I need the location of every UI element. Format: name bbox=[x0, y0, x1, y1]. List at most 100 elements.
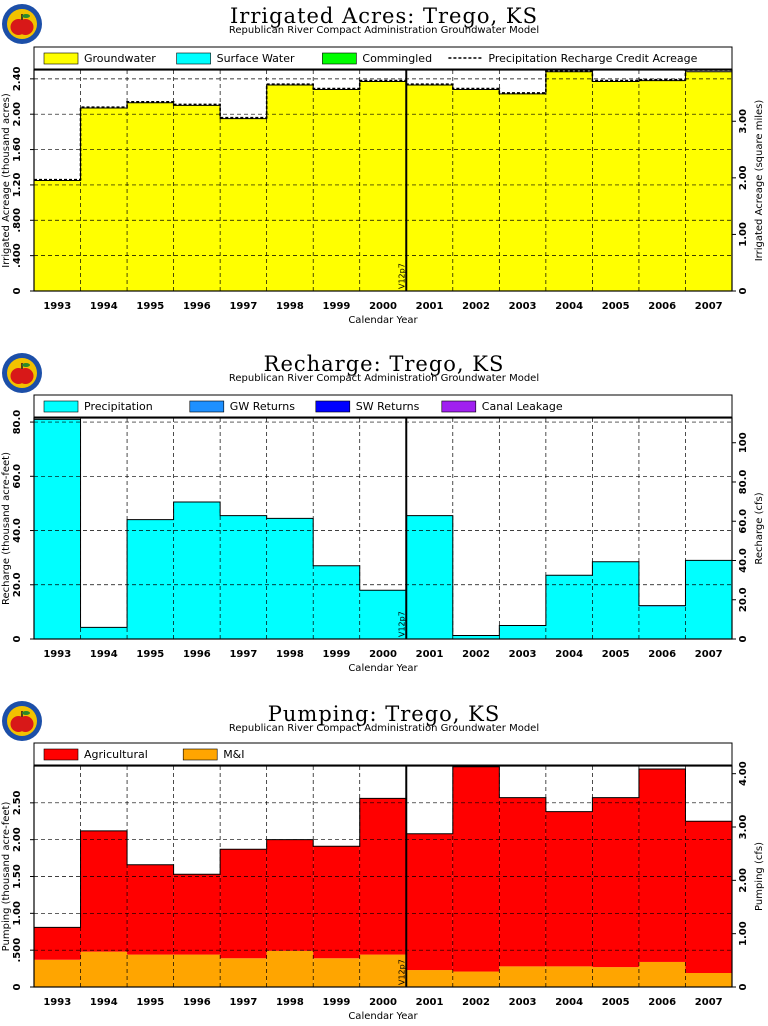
apple-logo-icon bbox=[2, 4, 42, 44]
bar-precipitation bbox=[638, 606, 686, 639]
x-tick-label: 2005 bbox=[602, 997, 630, 1008]
y-tick-label: 1.00 bbox=[12, 901, 23, 926]
bar-groundwater bbox=[685, 71, 732, 291]
x-tick-label: 2002 bbox=[462, 301, 490, 312]
pumping-chart: Agricultural M&I V12p7 0 .500 1.00 1.50 2.00 2.5… bbox=[1, 742, 765, 1022]
y-tick-label: 60.0 bbox=[12, 464, 23, 489]
y-tick-label: 80.0 bbox=[12, 410, 23, 435]
legend-label: Agricultural bbox=[84, 748, 148, 761]
x-tick-label: 2001 bbox=[416, 649, 444, 660]
recharge-panel: Recharge: Trego, KS Republican River Com… bbox=[0, 348, 768, 678]
legend-label: Canal Leakage bbox=[482, 400, 563, 413]
logo-leaf bbox=[22, 711, 30, 715]
legend-swatch bbox=[441, 400, 477, 413]
x-tick-label: 1993 bbox=[43, 997, 71, 1008]
bar-agricultural bbox=[220, 849, 267, 959]
x-tick-label: 2003 bbox=[509, 997, 537, 1008]
logo-stem bbox=[21, 711, 23, 717]
bar-m-i bbox=[545, 966, 593, 987]
y-tick-label: 20.0 bbox=[12, 572, 23, 597]
bar-groundwater bbox=[34, 180, 81, 291]
legend-swatch bbox=[182, 748, 218, 761]
logo-apple-right bbox=[17, 19, 34, 35]
bar-agricultural bbox=[127, 864, 174, 955]
y-tick-label: .500 bbox=[12, 938, 23, 963]
legend-label: SW Returns bbox=[356, 400, 420, 413]
bar-groundwater bbox=[638, 80, 686, 291]
chart-subtitle: Republican River Compact Administration … bbox=[228, 373, 540, 384]
bar-agricultural bbox=[80, 830, 128, 952]
plot-frame bbox=[33, 417, 733, 640]
x-tick-label: 2000 bbox=[369, 301, 397, 312]
bar-precipitation bbox=[359, 590, 407, 639]
y2-tick-label: 3.00 bbox=[738, 109, 749, 134]
bar-groundwater bbox=[592, 81, 639, 291]
x-tick-label: 1993 bbox=[43, 649, 71, 660]
chart-title: Irrigated Acres: Trego, KS bbox=[230, 4, 538, 28]
bar-m-i bbox=[80, 951, 128, 987]
x-tick-label: 2004 bbox=[555, 301, 583, 312]
series-outline bbox=[33, 71, 733, 291]
y-tick-label: 0 bbox=[12, 287, 23, 294]
y2-tick-label: 20.0 bbox=[738, 587, 749, 612]
y-tick-label: 1.60 bbox=[12, 137, 23, 162]
legend-label: Precipitation bbox=[84, 400, 153, 413]
model-version-label: V12p7 bbox=[397, 611, 406, 637]
legend-label: Surface Water bbox=[217, 52, 295, 65]
x-tick-label: 1999 bbox=[323, 301, 351, 312]
bar-groundwater bbox=[266, 85, 314, 291]
y2-tick-label: 1.00 bbox=[738, 921, 749, 946]
y2-axis-title: Recharge (cfs) bbox=[754, 492, 765, 564]
y-tick-label: 2.00 bbox=[12, 102, 23, 127]
x-tick-label: 2007 bbox=[695, 997, 723, 1008]
y-tick-label: 2.40 bbox=[12, 66, 23, 91]
bar-precipitation bbox=[173, 502, 221, 639]
x-tick-label: 1996 bbox=[183, 649, 211, 660]
bar-agricultural bbox=[499, 797, 546, 967]
chart-title: Pumping: Trego, KS bbox=[267, 702, 501, 726]
x-tick-label: 2000 bbox=[369, 997, 397, 1008]
y2-tick-label: 0 bbox=[738, 287, 749, 294]
bar-agricultural bbox=[545, 811, 593, 967]
bar-m-i bbox=[359, 954, 407, 987]
y-tick-label: .400 bbox=[12, 243, 23, 268]
x-tick-label: 1995 bbox=[136, 301, 164, 312]
x-axis-title: Calendar Year bbox=[348, 315, 418, 326]
bar-precipitation bbox=[80, 627, 128, 639]
bar-precipitation bbox=[545, 575, 593, 639]
x-tick-label: 2001 bbox=[416, 997, 444, 1008]
x-tick-label: 2007 bbox=[695, 649, 723, 660]
bar-groundwater bbox=[173, 105, 221, 291]
x-tick-label: 1997 bbox=[229, 997, 257, 1008]
model-version-label: V12p7 bbox=[397, 959, 406, 985]
x-tick-label: 2000 bbox=[369, 649, 397, 660]
bar-precipitation bbox=[406, 515, 453, 639]
bar-m-i bbox=[685, 973, 732, 987]
bar-precipitation bbox=[313, 565, 360, 639]
x-tick-label: 2003 bbox=[509, 649, 537, 660]
x-axis-title: Calendar Year bbox=[348, 1011, 418, 1022]
apple-logo-icon bbox=[2, 701, 42, 741]
bar-agricultural bbox=[685, 821, 732, 974]
y-tick-label: 2.00 bbox=[12, 827, 23, 852]
y-axis-title: Irrigated Acreage (thousand acres) bbox=[1, 93, 12, 268]
y-tick-label: 1.50 bbox=[12, 864, 23, 889]
bar-groundwater bbox=[545, 71, 593, 291]
x-tick-label: 1996 bbox=[183, 301, 211, 312]
series-outline bbox=[33, 418, 733, 639]
x-tick-label: 2007 bbox=[695, 301, 723, 312]
y-tick-label: 1.20 bbox=[12, 173, 23, 198]
y2-tick-label: 2.00 bbox=[738, 868, 749, 893]
y-axis-title: Recharge (thousand acre-feet) bbox=[1, 452, 12, 605]
bar-precipitation bbox=[592, 561, 639, 639]
bar-m-i bbox=[34, 959, 81, 987]
bar-precipitation bbox=[220, 515, 267, 639]
x-tick-label: 2003 bbox=[509, 301, 537, 312]
y-axis-title: Pumping (thousand acre-feet) bbox=[1, 802, 12, 952]
irrigated-acres-panel: Irrigated Acres: Trego, KS Republican Ri… bbox=[0, 0, 768, 330]
x-tick-label: 1995 bbox=[136, 997, 164, 1008]
x-tick-label: 1995 bbox=[136, 649, 164, 660]
x-axis-title: Calendar Year bbox=[348, 663, 418, 674]
series-line-precipitation-recharge-credit bbox=[34, 69, 732, 181]
x-tick-label: 2004 bbox=[555, 649, 583, 660]
